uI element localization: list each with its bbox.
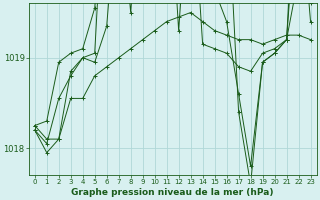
X-axis label: Graphe pression niveau de la mer (hPa): Graphe pression niveau de la mer (hPa) <box>71 188 274 197</box>
